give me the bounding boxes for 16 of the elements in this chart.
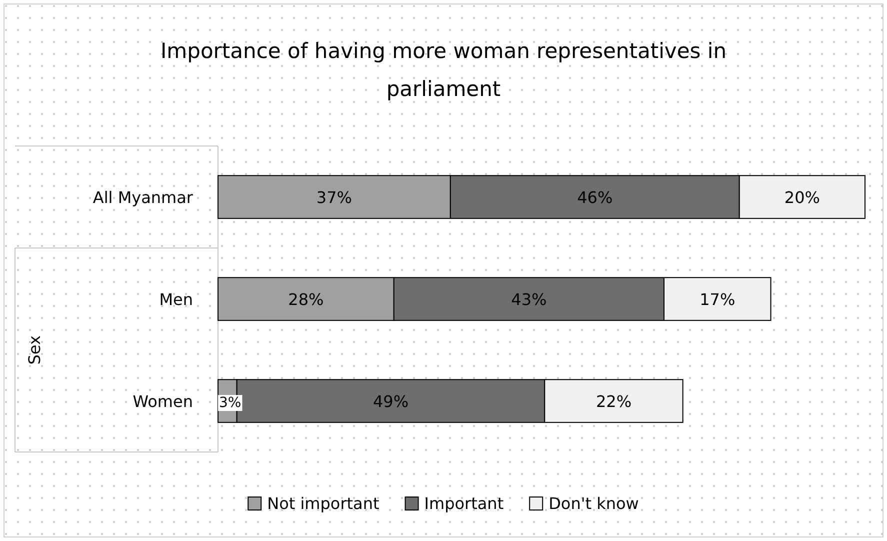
- data-label: 37%: [316, 188, 352, 207]
- y-tick-label: All Myanmar: [92, 188, 194, 207]
- chart-title: Importance of having more woman representatives in parliament: [160, 39, 727, 101]
- y-tick-label: Men: [159, 290, 193, 309]
- legend-label: Not important: [267, 494, 380, 513]
- legend-label: Important: [424, 494, 504, 513]
- y-tick-label: Women: [132, 392, 193, 411]
- data-label: 28%: [288, 290, 324, 309]
- data-label: 43%: [511, 290, 547, 309]
- data-label: 20%: [784, 188, 820, 207]
- y-axis-title: Sex: [25, 335, 44, 365]
- data-label: 49%: [372, 392, 409, 411]
- data-label: 22%: [596, 392, 632, 411]
- data-label: 46%: [577, 188, 613, 207]
- legend-label: Don't know: [548, 494, 639, 513]
- data-label: 17%: [700, 290, 736, 309]
